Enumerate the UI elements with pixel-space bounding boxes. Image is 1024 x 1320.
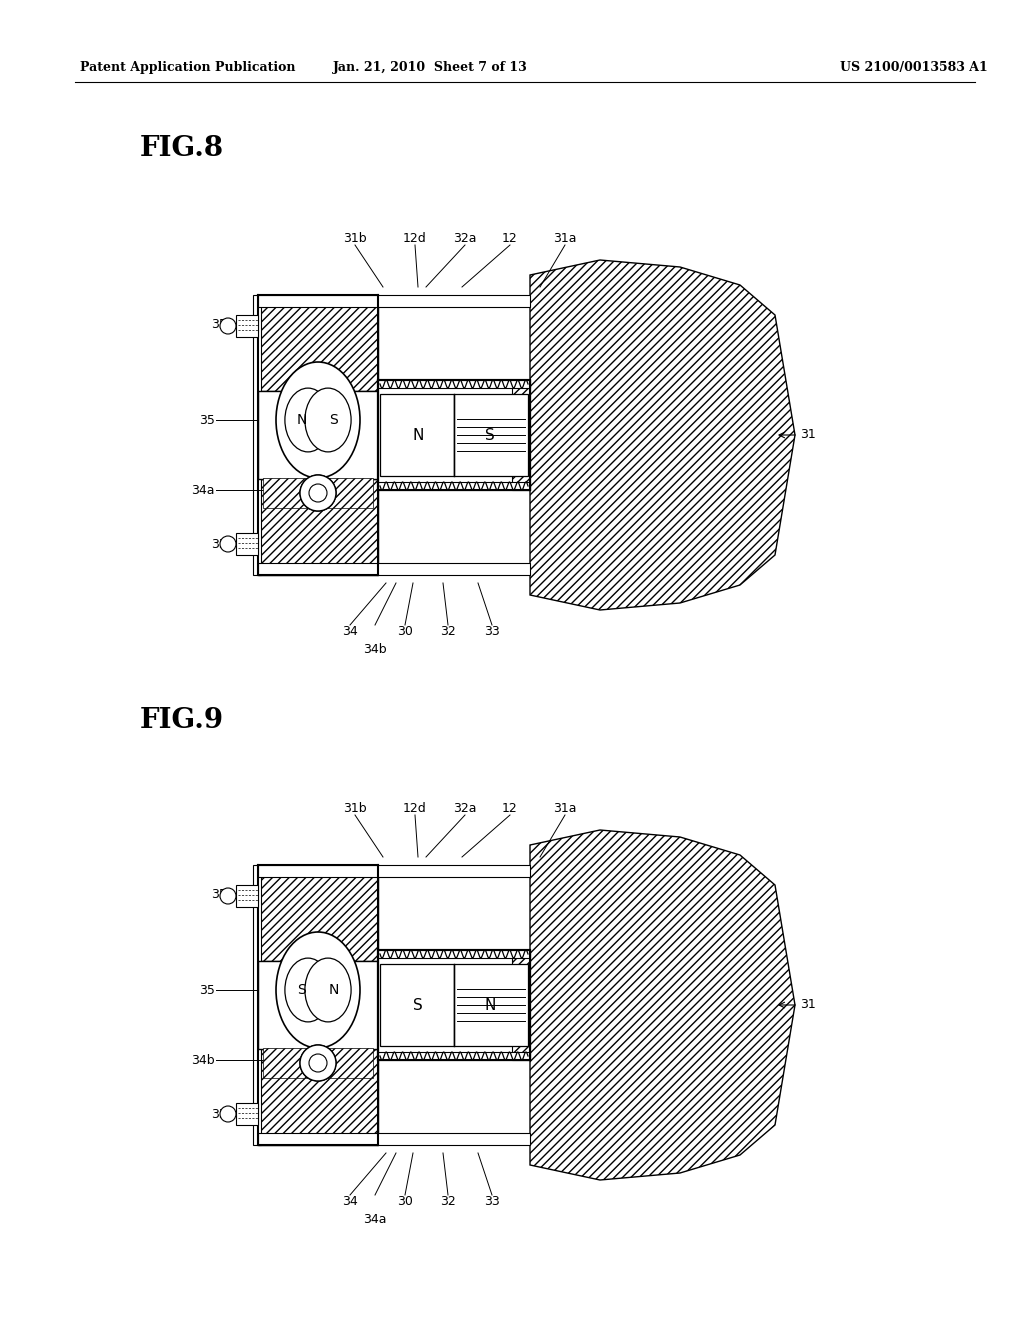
Text: 30: 30 — [397, 1195, 413, 1208]
Bar — [512, 950, 530, 1060]
Circle shape — [300, 475, 336, 511]
Bar — [378, 950, 530, 1060]
Circle shape — [309, 1053, 327, 1072]
Text: N: N — [484, 998, 496, 1012]
Bar — [258, 1049, 378, 1144]
Bar — [378, 482, 530, 490]
Text: S: S — [330, 413, 338, 426]
Text: 31a: 31a — [553, 803, 577, 814]
Text: S: S — [298, 983, 306, 997]
Bar — [258, 1133, 530, 1144]
Ellipse shape — [305, 388, 351, 451]
Text: S: S — [485, 428, 495, 442]
Circle shape — [220, 536, 236, 552]
Text: 30: 30 — [397, 624, 413, 638]
Text: Patent Application Publication: Patent Application Publication — [80, 62, 296, 74]
Bar — [258, 865, 378, 961]
Bar — [258, 294, 378, 391]
Text: FIG.8: FIG.8 — [140, 135, 224, 161]
Bar — [378, 950, 530, 958]
Text: 34a: 34a — [191, 483, 215, 496]
Bar — [512, 380, 530, 490]
Bar — [380, 393, 454, 477]
Ellipse shape — [276, 362, 360, 478]
Bar — [258, 961, 378, 1049]
Bar — [380, 964, 454, 1045]
Text: US 2100/0013583 A1: US 2100/0013583 A1 — [840, 62, 988, 74]
Bar — [263, 478, 373, 508]
Text: 34b: 34b — [364, 643, 387, 656]
Polygon shape — [530, 260, 795, 610]
Bar — [236, 315, 258, 337]
Text: 35: 35 — [199, 983, 215, 997]
Text: 35a: 35a — [211, 1109, 234, 1122]
Text: N: N — [297, 413, 307, 426]
Bar — [236, 1104, 258, 1125]
Text: 12: 12 — [502, 232, 518, 246]
Polygon shape — [530, 830, 795, 1180]
Bar — [258, 564, 530, 576]
Text: 33: 33 — [484, 624, 500, 638]
Text: Jan. 21, 2010  Sheet 7 of 13: Jan. 21, 2010 Sheet 7 of 13 — [333, 62, 527, 74]
Text: 31b: 31b — [343, 232, 367, 246]
Circle shape — [309, 484, 327, 502]
Bar — [258, 294, 530, 308]
Bar — [236, 884, 258, 907]
Bar — [454, 393, 528, 477]
Text: 12: 12 — [502, 803, 518, 814]
Bar — [454, 964, 528, 1045]
Bar — [378, 380, 530, 490]
Text: FIG.9: FIG.9 — [140, 706, 224, 734]
Text: N: N — [329, 983, 339, 997]
Text: 12d: 12d — [403, 232, 427, 246]
Ellipse shape — [285, 388, 331, 451]
Text: 33: 33 — [484, 1195, 500, 1208]
Ellipse shape — [285, 958, 331, 1022]
Bar — [378, 1052, 530, 1060]
Text: 34b: 34b — [191, 1053, 215, 1067]
Circle shape — [300, 1045, 336, 1081]
Bar — [378, 380, 530, 388]
Ellipse shape — [305, 958, 351, 1022]
Text: 34a: 34a — [364, 1213, 387, 1226]
Text: 34: 34 — [342, 624, 357, 638]
Circle shape — [309, 1053, 327, 1072]
Ellipse shape — [276, 932, 360, 1048]
Text: 32: 32 — [440, 1195, 456, 1208]
Text: 35a: 35a — [211, 888, 234, 902]
Text: 32a: 32a — [454, 232, 477, 246]
Circle shape — [300, 475, 336, 511]
Text: 35a: 35a — [211, 539, 234, 552]
Bar — [253, 294, 261, 576]
Bar — [263, 1048, 373, 1078]
Circle shape — [220, 1106, 236, 1122]
Text: N: N — [413, 428, 424, 442]
Text: 32a: 32a — [454, 803, 477, 814]
Circle shape — [220, 318, 236, 334]
Bar — [236, 533, 258, 554]
Bar — [258, 865, 530, 876]
Circle shape — [220, 888, 236, 904]
Text: 35a: 35a — [211, 318, 234, 331]
Text: 35: 35 — [199, 413, 215, 426]
Circle shape — [300, 1045, 336, 1081]
Circle shape — [309, 484, 327, 502]
Text: 31a: 31a — [553, 232, 577, 246]
Text: 31: 31 — [800, 429, 816, 441]
Bar — [258, 479, 378, 576]
Text: 12d: 12d — [403, 803, 427, 814]
Text: S: S — [413, 998, 423, 1012]
Text: 32: 32 — [440, 624, 456, 638]
Text: 31: 31 — [800, 998, 816, 1011]
Text: 31b: 31b — [343, 803, 367, 814]
Bar — [253, 865, 261, 1144]
Bar — [258, 391, 378, 479]
Text: 34: 34 — [342, 1195, 357, 1208]
